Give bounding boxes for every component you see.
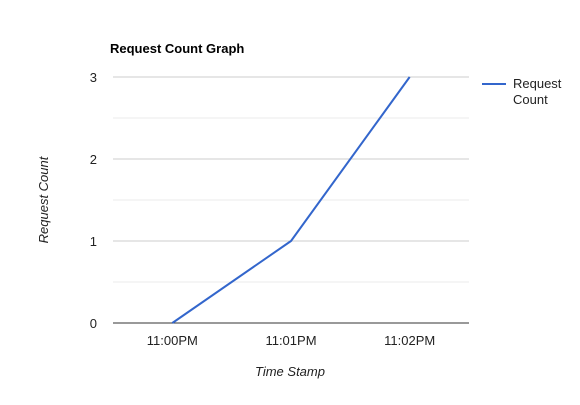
x-tick-label: 11:02PM [384,333,435,348]
y-tick-label: 0 [90,316,97,331]
gridlines [113,76,469,283]
series-line-request-count [171,76,411,324]
y-tick-label: 1 [90,234,97,249]
y-tick-label: 2 [90,152,97,167]
x-tick-label: 11:01PM [265,333,316,348]
y-tick-label: 3 [90,70,97,85]
x-axis-title: Time Stamp [255,364,325,379]
x-tick-label: 11:00PM [147,333,198,348]
legend-label-line-2: Count [513,92,548,107]
y-axis-title: Request Count [36,155,51,243]
tick-labels: 0 1 2 3 11:00PM 11:01PM 11:02PM [90,70,435,348]
series-lines [171,76,411,324]
legend-label-line-1: Request [513,76,562,91]
legend: Request Count [482,76,562,107]
chart-title: Request Count Graph [110,41,244,56]
